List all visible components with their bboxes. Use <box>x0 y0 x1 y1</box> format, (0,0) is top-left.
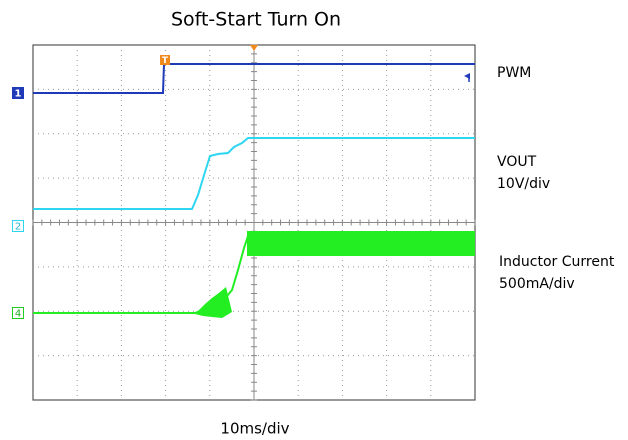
ch2-marker-label: 2 <box>15 222 21 233</box>
ch2-marker <box>12 220 24 232</box>
ch1-marker <box>12 87 24 99</box>
vout-label: VOUT <box>497 154 537 170</box>
ch4-marker <box>12 307 24 319</box>
title: Soft-Start Turn On <box>171 9 341 31</box>
ch4-marker-label: 4 <box>15 309 21 320</box>
pwm-label: PWM <box>497 65 531 81</box>
pwm-trace <box>33 63 475 94</box>
vout-scale: 10V/div <box>497 176 550 192</box>
time-scale: 10ms/div <box>220 420 289 438</box>
vout-trace <box>33 137 475 210</box>
inductor-current-noise <box>195 287 232 318</box>
inductor-current-band <box>247 231 475 256</box>
trigger-marker-label: T <box>162 56 169 66</box>
trigger-marker <box>160 55 170 65</box>
graticule <box>32 44 476 401</box>
ch1-marker-label: 1 <box>15 89 22 100</box>
trigger-position <box>250 45 258 51</box>
current-label: Inductor Current <box>499 254 615 270</box>
current-scale: 500mA/div <box>499 276 575 292</box>
